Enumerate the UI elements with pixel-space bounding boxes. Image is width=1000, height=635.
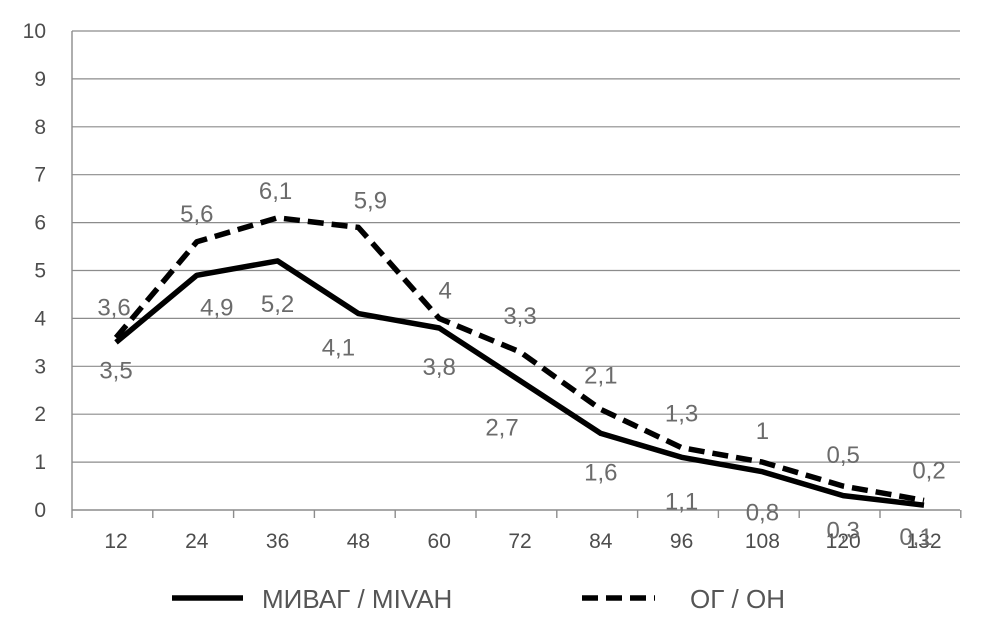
y-tick-label: 3 [34,355,46,378]
data-label: 3,6 [97,295,130,322]
x-tick-label: 60 [428,530,451,553]
y-tick-label: 0 [34,499,46,522]
series-lines [113,215,925,508]
x-tick-label: 36 [266,530,289,553]
data-label: 3,8 [423,354,456,381]
data-label: 0,8 [746,500,779,527]
data-label: 1,3 [665,401,698,428]
x-tick-label: 72 [508,530,531,553]
data-label: 1,1 [665,488,698,515]
data-label: 1,6 [584,459,617,486]
data-label: 6,1 [259,178,292,205]
data-label: 4,1 [322,335,355,362]
y-tick-label: 5 [34,260,46,283]
data-label: 0,3 [827,518,860,545]
data-label: 5,6 [180,201,213,228]
data-label: 4,9 [200,294,233,321]
data-label: 0,2 [912,457,945,484]
data-label: 3,5 [99,357,132,384]
data-label: 2,7 [485,415,518,442]
dashed-series-line [113,215,925,504]
y-tick-label: 10 [23,20,46,43]
data-label: 4 [439,277,452,304]
gridlines [72,30,960,463]
legend: МИВАГ / MIVAH ОГ / ОН [172,584,785,614]
x-tick-label: 108 [745,530,780,553]
solid-series-line [114,258,925,508]
y-tick-label: 2 [34,403,46,426]
data-label: 1 [756,418,769,445]
y-tick-label: 7 [34,164,46,187]
data-label: 5,2 [261,291,294,318]
data-label: 2,1 [584,362,617,389]
x-tick-label: 120 [826,530,861,553]
y-tick-label: 8 [34,116,46,139]
data-labels: 3,5 4,9 5,2 4,1 3,8 2,7 1,6 1,1 0,8 0,3 0,1 3,6 5,6 6… [97,178,945,551]
x-tick-label: 24 [185,530,209,553]
y-tick-label: 4 [34,307,46,330]
x-tick-label: 84 [589,530,613,553]
y-tick-label: 9 [34,68,46,91]
data-label: 0,5 [827,442,860,469]
legend-label: ОГ / ОН [690,584,785,614]
y-tick-label: 1 [34,451,46,474]
x-tick-label: 132 [906,530,941,553]
legend-label: МИВАГ / MIVAH [262,584,452,614]
x-tick-label: 12 [104,530,127,553]
y-tick-label: 6 [34,212,46,235]
data-label: 5,9 [354,187,387,214]
x-tick-label: 96 [670,530,693,553]
data-label: 3,3 [503,303,536,330]
data-label: 0,1 [899,524,932,551]
x-tick-label: 48 [347,530,370,553]
